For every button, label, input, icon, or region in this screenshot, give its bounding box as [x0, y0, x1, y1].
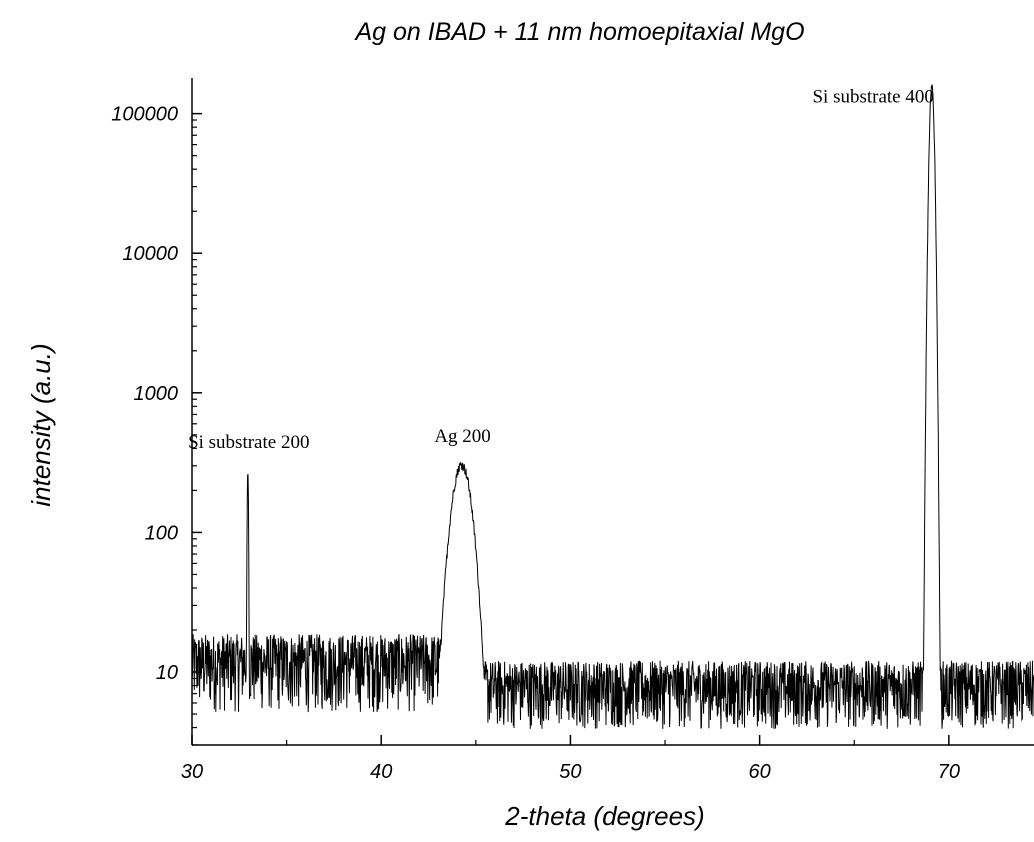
x-tick-label: 70 — [938, 761, 960, 783]
annotations: Si substrate 200 Ag 200 Si substrate 400 — [188, 87, 934, 453]
y-axis-label: intensity (a.u.) — [26, 343, 56, 506]
y-tick-label: 10 — [156, 662, 178, 684]
plot-area — [191, 84, 1034, 729]
peak-annotation: Ag 200 — [434, 426, 490, 447]
x-tick-label: 30 — [181, 761, 203, 783]
y-tick-label: 1000 — [134, 383, 179, 405]
peak-annotation: Si substrate 400 — [812, 87, 933, 108]
axes: 30 40 50 60 70 10 100 1000 10000 100000 — [111, 78, 1034, 783]
series-line — [191, 84, 1034, 729]
x-tick-label: 60 — [749, 761, 771, 783]
chart-title: Ag on IBAD + 11 nm homoepitaxial MgO — [353, 18, 804, 46]
y-tick-label: 10000 — [122, 243, 178, 265]
x-axis-label: 2-theta (degrees) — [504, 801, 704, 831]
x-tick-label: 40 — [370, 761, 392, 783]
y-tick-label: 100 — [145, 522, 178, 544]
y-tick-label: 100000 — [111, 104, 178, 126]
x-tick-label: 50 — [559, 761, 581, 783]
peak-annotation: Si substrate 200 — [188, 432, 309, 453]
